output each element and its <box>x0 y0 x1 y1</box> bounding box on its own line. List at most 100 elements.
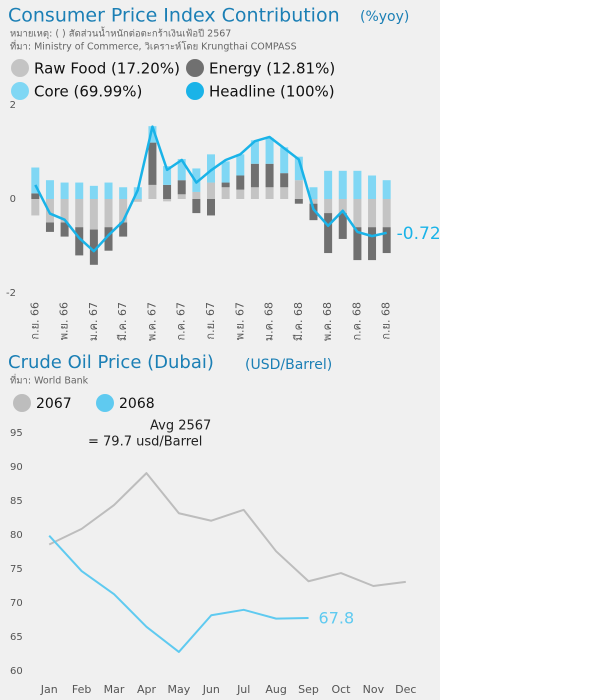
bar <box>294 180 303 199</box>
x-tick-label: ก.ย. 67 <box>204 302 217 340</box>
legend-label: Raw Food (17.20%) <box>34 60 180 78</box>
annotation: = 79.7 usd/Barrel <box>88 435 202 450</box>
bar <box>294 156 303 181</box>
bar <box>236 154 245 176</box>
legend-swatch <box>11 59 29 77</box>
bar <box>45 199 54 223</box>
bar <box>192 199 201 214</box>
legend-swatch <box>11 82 29 100</box>
bar <box>31 199 40 216</box>
bar <box>177 180 186 195</box>
bar <box>207 199 215 216</box>
background <box>0 0 440 700</box>
x-tick-label: May <box>168 683 191 696</box>
x-tick-label: ก.ค. 68 <box>350 302 363 341</box>
bar <box>265 163 274 188</box>
x-tick-label: ก.ย. 66 <box>28 302 41 340</box>
y-tick-label: -2 <box>6 288 16 299</box>
bar <box>353 199 362 228</box>
bar <box>89 199 98 230</box>
bar <box>148 142 157 185</box>
y-tick-label: 95 <box>10 428 23 439</box>
bar <box>368 227 377 261</box>
legend-swatch <box>13 394 31 412</box>
bar <box>221 161 230 183</box>
x-tick-label: พ.ค. 67 <box>145 302 158 341</box>
bar <box>324 199 333 214</box>
chart-subtitle: (%yoy) <box>360 9 409 25</box>
x-tick-label: Sep <box>298 683 319 696</box>
x-tick-label: ก.ย. 68 <box>380 302 393 340</box>
x-tick-label: มี.ค. 68 <box>292 302 305 341</box>
y-tick-label: 90 <box>10 462 23 473</box>
bar <box>207 154 215 183</box>
legend-label: Core (69.99%) <box>34 83 142 101</box>
bar <box>163 199 172 202</box>
bar <box>324 170 333 199</box>
x-tick-label: ก.ค. 67 <box>175 302 188 341</box>
chart-title: Crude Oil Price (Dubai) <box>8 352 214 373</box>
y-tick-label: 0 <box>10 194 16 205</box>
legend-label: 2068 <box>119 396 155 412</box>
x-tick-label: Oct <box>331 683 351 696</box>
x-tick-label: Jul <box>236 683 250 696</box>
bar <box>382 227 391 254</box>
bar <box>368 175 377 199</box>
bar <box>338 213 347 239</box>
legend-swatch <box>186 82 204 100</box>
x-tick-label: Jan <box>40 683 58 696</box>
bar <box>89 185 98 199</box>
x-tick-label: มี.ค. 67 <box>116 302 129 341</box>
x-tick-label: Dec <box>395 683 416 696</box>
bar <box>104 199 113 228</box>
annotation: Avg 2567 <box>150 419 211 434</box>
chart-title: Consumer Price Index Contribution <box>8 5 340 27</box>
bar <box>75 182 84 199</box>
bar <box>192 191 201 199</box>
bar <box>236 189 245 199</box>
bar <box>119 187 128 199</box>
line <box>48 535 309 653</box>
bar <box>236 175 245 190</box>
bar <box>353 227 362 261</box>
bar <box>280 147 289 174</box>
y-tick-label: 2 <box>10 100 16 111</box>
y-tick-label: 65 <box>10 632 23 643</box>
y-tick-label: 80 <box>10 530 23 541</box>
bar <box>265 187 274 199</box>
line <box>48 472 406 587</box>
bar <box>119 199 128 223</box>
x-tick-label: Mar <box>104 683 125 696</box>
x-tick-label: Apr <box>137 683 157 696</box>
x-tick-label: ม.ค. 67 <box>87 302 100 341</box>
bar <box>338 170 347 199</box>
legend-swatch <box>96 394 114 412</box>
bar <box>250 140 259 164</box>
bar <box>163 184 172 199</box>
legend-label: 2067 <box>36 396 72 412</box>
bar <box>265 137 274 164</box>
legend-label: Headline (100%) <box>209 83 335 101</box>
note: ที่มา: World Bank <box>10 374 89 387</box>
bar <box>338 199 347 214</box>
bar <box>31 193 40 199</box>
y-tick-label: 70 <box>10 598 23 609</box>
bar <box>148 184 157 199</box>
x-tick-label: Aug <box>265 683 286 696</box>
bar <box>309 187 318 199</box>
x-tick-label: Nov <box>363 683 385 696</box>
bar <box>221 182 230 188</box>
bar <box>177 159 186 181</box>
bar <box>104 227 113 251</box>
bar <box>250 187 259 199</box>
data-label: -0.72 <box>397 224 441 244</box>
bar <box>207 182 215 199</box>
x-tick-label: ม.ค. 68 <box>263 302 276 341</box>
bar <box>31 167 40 194</box>
bar <box>163 166 172 185</box>
bar <box>104 182 113 199</box>
bar <box>60 199 69 223</box>
y-tick-label: 75 <box>10 564 23 575</box>
legend-label: Energy (12.81%) <box>209 60 335 78</box>
